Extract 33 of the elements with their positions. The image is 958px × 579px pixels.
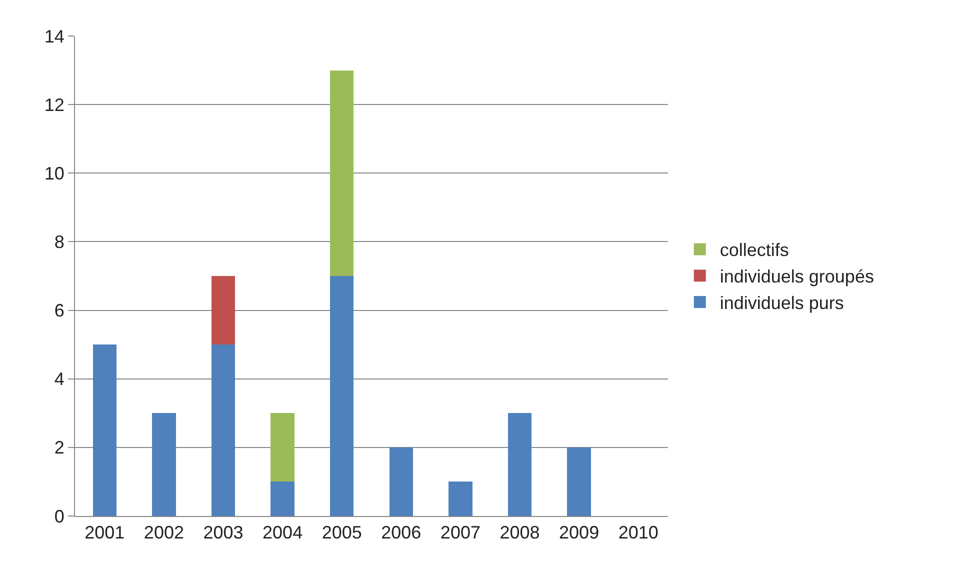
legend-label: individuels groupés — [720, 266, 874, 287]
bar — [270, 482, 294, 516]
y-tick-label: 2 — [54, 438, 64, 458]
y-tick-label: 4 — [54, 369, 64, 390]
bar — [567, 447, 591, 516]
x-tick-label: 2002 — [144, 522, 184, 543]
bar — [211, 344, 236, 516]
x-tick-label: 2004 — [262, 522, 303, 543]
x-tick-label: 2005 — [322, 522, 362, 543]
bar — [270, 413, 294, 482]
bar — [448, 482, 472, 516]
x-tick-label: 2006 — [381, 522, 422, 543]
y-tick-label: 6 — [54, 300, 64, 321]
x-tick-label: 2010 — [618, 522, 658, 543]
y-tick-label: 8 — [54, 232, 64, 252]
bar — [92, 344, 117, 516]
x-tick-label: 2007 — [440, 522, 480, 543]
y-tick-label: 0 — [54, 506, 64, 526]
y-tick-label: 14 — [44, 26, 64, 46]
legend-label: individuels purs — [720, 293, 844, 314]
bar — [508, 413, 532, 516]
bar — [330, 70, 354, 276]
x-tick-label: 2008 — [500, 522, 540, 543]
x-tick-label: 2003 — [203, 522, 244, 543]
y-tick-label: 10 — [44, 163, 64, 184]
bar — [152, 413, 176, 516]
x-tick-label: 2001 — [84, 522, 125, 543]
bar — [330, 276, 354, 516]
bar — [211, 276, 236, 345]
bar — [389, 447, 414, 516]
legend-label: collectifs — [720, 240, 789, 260]
y-tick-label: 12 — [44, 94, 64, 115]
x-tick-label: 2009 — [559, 522, 600, 543]
